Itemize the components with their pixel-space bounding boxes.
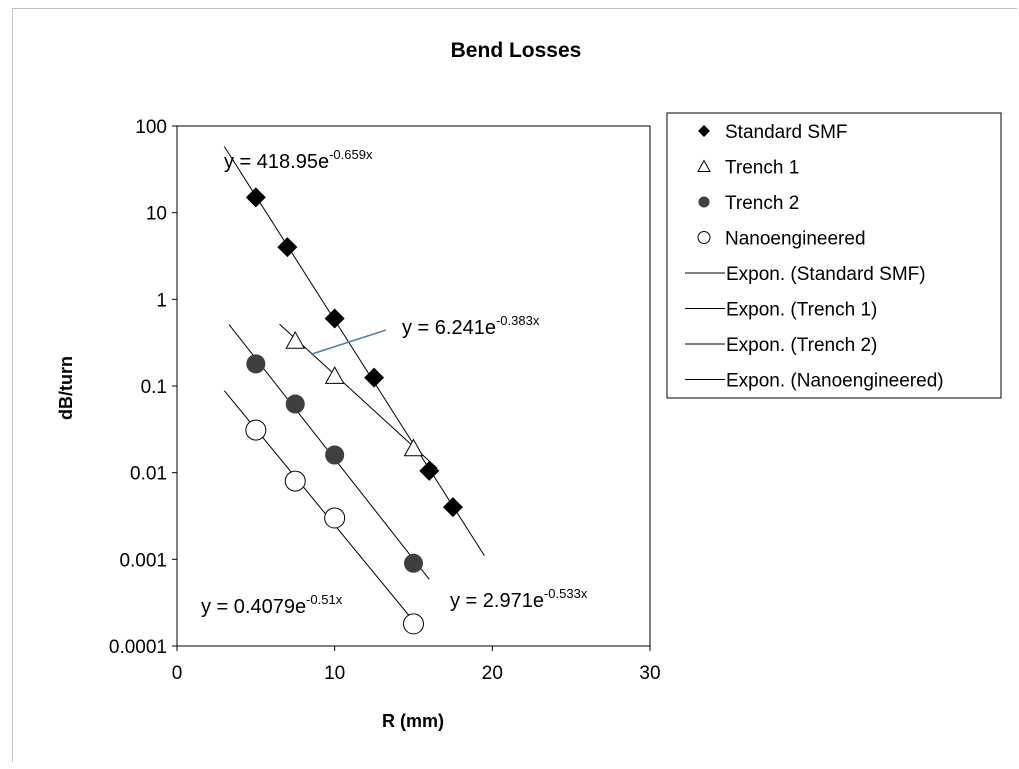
data-point [245, 419, 267, 441]
y-tick-label: 0.001 [119, 550, 167, 571]
data-point [324, 366, 345, 384]
legend-marker [697, 231, 711, 244]
y-tick-label: 1 [156, 290, 167, 311]
legend-label: Expon. (Standard SMF) [726, 264, 926, 285]
trendline-equation: y = 418.95e-0.659x [224, 147, 373, 173]
legend-label: Expon. (Trench 2) [726, 335, 877, 356]
trendline-equation: y = 0.4079e-0.51x [201, 592, 343, 618]
legend-marker [697, 159, 711, 172]
data-point [285, 331, 306, 349]
chart-title: Bend Losses [451, 39, 582, 62]
data-point [419, 460, 440, 481]
data-point [246, 354, 266, 374]
equation-leader-line [311, 329, 387, 355]
data-point [324, 507, 346, 529]
data-point [325, 445, 345, 465]
data-point [245, 187, 266, 208]
x-axis-label: R (mm) [382, 711, 444, 731]
data-point [403, 613, 424, 635]
trendline-equation: y = 2.971e-0.533x [450, 586, 588, 612]
x-tick-label: 30 [639, 663, 660, 684]
y-tick-label: 100 [135, 117, 167, 138]
data-point [442, 497, 463, 518]
x-tick-label: 0 [172, 663, 183, 684]
data-point [404, 553, 423, 573]
data-point [284, 470, 306, 492]
y-tick-label: 10 [146, 204, 167, 225]
chart-frame [12, 8, 1017, 762]
data-point [285, 394, 305, 414]
legend-label: Nanoengineered [725, 229, 866, 250]
legend-label: Expon. (Nanoengineered) [726, 371, 944, 392]
trendline [223, 146, 485, 557]
legend-marker [698, 125, 710, 137]
legend-label: Standard SMF [725, 122, 848, 143]
x-tick-label: 20 [482, 663, 503, 684]
y-tick-label: 0.0001 [109, 637, 167, 658]
trendline-equation: y = 6.241e-0.383x [402, 313, 540, 339]
legend-label: Expon. (Trench 1) [726, 300, 877, 321]
x-tick-label: 10 [324, 663, 345, 684]
data-point [403, 438, 424, 457]
data-point [324, 308, 345, 329]
y-axis-label: dB/turn [56, 356, 76, 420]
legend-label: Trench 1 [725, 158, 799, 179]
data-point [364, 367, 385, 388]
legend-marker [698, 196, 710, 208]
y-tick-label: 0.01 [130, 464, 167, 485]
y-tick-label: 0.1 [141, 377, 167, 398]
legend-label: Trench 2 [725, 193, 799, 214]
legend-box [666, 112, 1002, 399]
data-point [277, 237, 298, 258]
